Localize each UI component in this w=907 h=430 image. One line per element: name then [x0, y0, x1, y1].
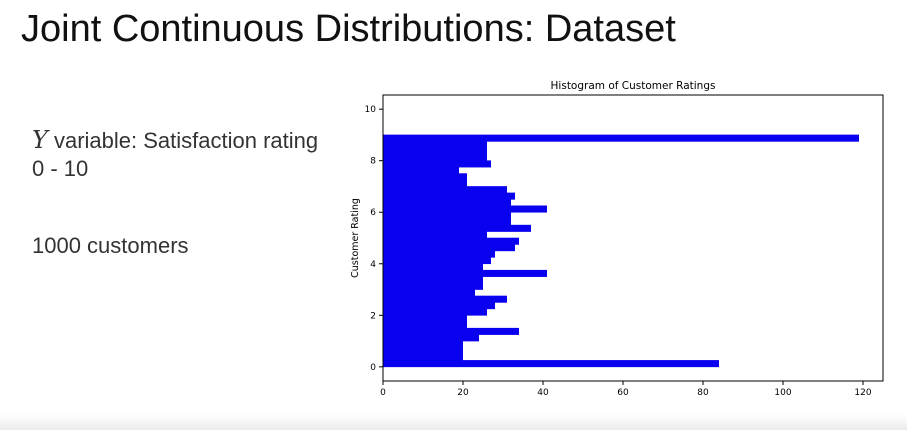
- slide-title: Joint Continuous Distributions: Dataset: [21, 8, 676, 50]
- histogram-bar: [383, 282, 483, 290]
- x-tick-label: 20: [457, 388, 469, 398]
- histogram-chart: 0 20 40 60 80 100 120 0 2 4 6 8 10 Histogram of Custo…: [350, 80, 884, 398]
- histogram-bar: [383, 141, 487, 149]
- histogram-bar: [383, 244, 515, 252]
- rating-range: 0 - 10: [32, 156, 89, 181]
- histogram-bar: [383, 179, 467, 187]
- histogram-bar: [383, 153, 487, 162]
- histogram-bar: [383, 211, 511, 219]
- y-tick-label: 10: [365, 105, 377, 115]
- y-tick-label: 8: [370, 157, 376, 167]
- histogram-bar: [383, 199, 511, 207]
- histogram-bar: [383, 360, 719, 368]
- x-tick-label: 60: [617, 388, 629, 398]
- x-tick-label: 100: [774, 388, 791, 398]
- x-tick-label: 120: [854, 388, 871, 398]
- histogram-bar: [383, 269, 547, 277]
- histogram-bar: [383, 276, 483, 284]
- y-tick-label: 0: [370, 363, 376, 373]
- histogram-bar: [383, 289, 475, 297]
- histogram-bar: [383, 218, 511, 226]
- histogram-bar: [383, 192, 515, 200]
- histogram-bar: [383, 295, 507, 303]
- histogram-bar: [383, 147, 487, 155]
- bottom-shadow: [0, 414, 907, 430]
- y-tick-label: 2: [370, 311, 376, 321]
- histogram-bar: [383, 166, 459, 174]
- x-tick-label: 40: [537, 388, 549, 398]
- histogram-bar: [383, 321, 467, 329]
- chart-title: Histogram of Customer Ratings: [551, 80, 716, 92]
- histogram-bar: [383, 237, 519, 245]
- y-tick-label: 4: [370, 260, 376, 270]
- customer-count: 1000 customers: [32, 233, 189, 258]
- histogram-bar: [383, 340, 463, 348]
- histogram-bar: [383, 186, 507, 194]
- histogram-bar: [383, 257, 491, 265]
- x-tick-label: 0: [380, 388, 386, 398]
- histogram-bar: [383, 231, 487, 239]
- y-tick-label: 6: [370, 208, 376, 218]
- histogram-bar: [383, 205, 547, 213]
- y-variable-symbol: Y: [32, 126, 48, 154]
- histogram-bar: [383, 308, 487, 316]
- x-tick-label: 80: [697, 388, 709, 398]
- histogram-bar: [383, 134, 859, 142]
- plot-frame: [382, 94, 884, 382]
- histogram-bar: [383, 263, 483, 271]
- histogram-bar: [383, 327, 519, 335]
- y-variable-line: Y variable: Satisfaction rating: [32, 126, 318, 154]
- histogram-bar: [383, 250, 495, 258]
- histogram-bar: [383, 334, 479, 342]
- histogram-bar: [383, 224, 531, 232]
- histogram-bar: [383, 160, 491, 168]
- y-variable-description: variable: Satisfaction rating: [47, 128, 319, 153]
- histogram-bar: [383, 314, 467, 323]
- y-axis-label: Customer Rating: [350, 198, 361, 278]
- histogram-bar: [383, 353, 463, 361]
- histogram-bar: [383, 173, 467, 181]
- histogram-bar: [383, 302, 495, 310]
- histogram-bar: [383, 347, 463, 355]
